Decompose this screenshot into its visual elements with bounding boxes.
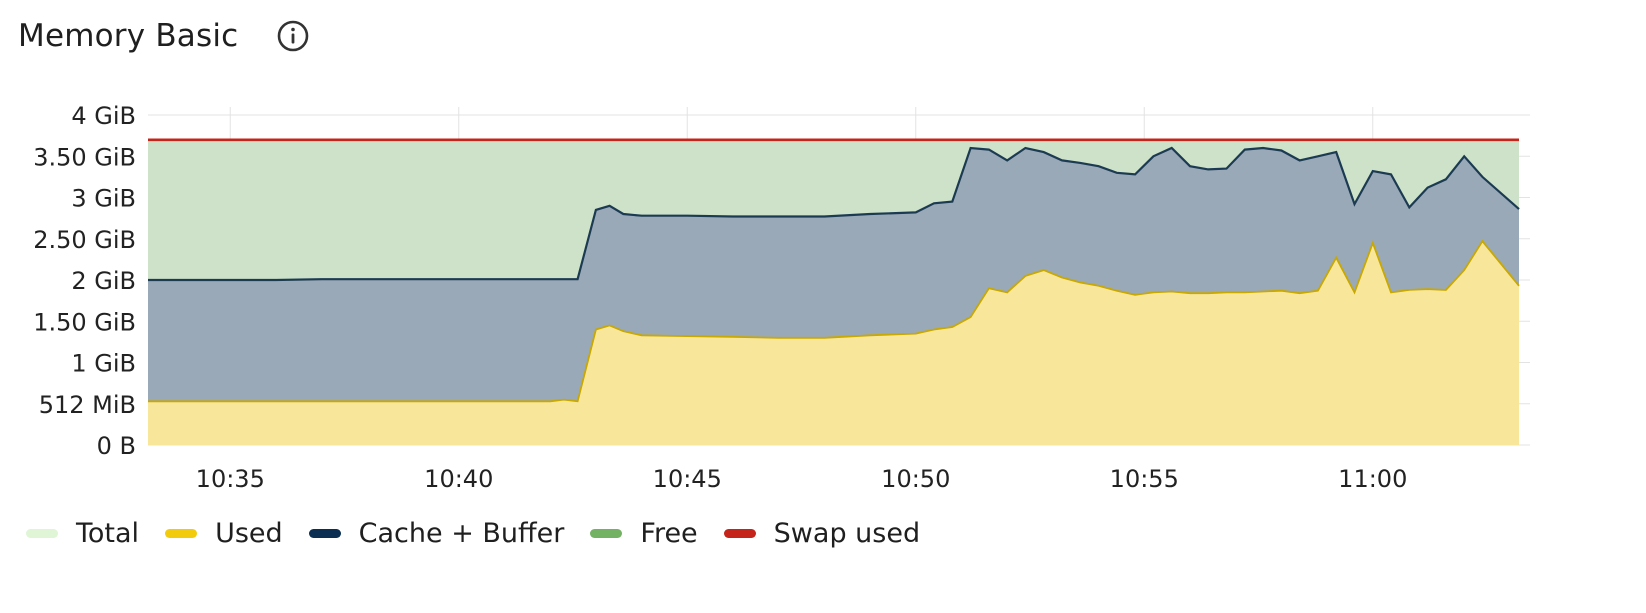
legend-swatch [590, 529, 623, 538]
legend-swatch [165, 529, 198, 538]
x-tick-label: 11:00 [1338, 465, 1407, 493]
legend-label: Free [640, 518, 698, 549]
y-tick-label: 2 GiB [71, 267, 136, 295]
panel-header: Memory Basic [18, 14, 310, 58]
y-tick-label: 4 GiB [71, 102, 136, 130]
legend-item[interactable]: Total [26, 518, 139, 549]
legend-label: Total [76, 518, 140, 549]
x-tick-label: 10:40 [424, 465, 493, 493]
x-tick-label: 10:55 [1110, 465, 1179, 493]
legend-label: Swap used [773, 518, 921, 549]
panel-title: Memory Basic [18, 18, 239, 54]
legend-item[interactable]: Cache + Buffer [308, 518, 565, 549]
y-tick-label: 0 B [97, 432, 136, 460]
y-tick-label: 3 GiB [71, 185, 136, 213]
x-axis-ticks: 10:35 10:40 10:45 10:50 10:55 11:00 [196, 465, 1408, 493]
chart-legend: Total Used Cache + Buffer Free Swap used [26, 518, 946, 549]
legend-label: Used [215, 518, 283, 549]
legend-label: Cache + Buffer [358, 518, 565, 549]
y-tick-label: 1 GiB [71, 350, 136, 378]
x-tick-label: 10:35 [196, 465, 265, 493]
y-tick-label: 512 MiB [39, 391, 136, 419]
legend-swatch [308, 529, 341, 538]
memory-area-chart[interactable]: 0 B 512 MiB 1 GiB 1.50 GiB 2 GiB 2.50 GiB 3 Gi… [0, 95, 1646, 515]
y-axis-ticks: 0 B 512 MiB 1 GiB 1.50 GiB 2 GiB 2.50 GiB 3 Gi… [33, 102, 136, 460]
y-tick-label: 2.50 GiB [33, 226, 136, 254]
y-tick-label: 3.50 GiB [33, 143, 136, 171]
legend-swatch [26, 529, 58, 538]
y-tick-label: 1.50 GiB [33, 308, 136, 336]
legend-swatch [723, 529, 756, 538]
chart-areas [148, 139, 1519, 446]
legend-item[interactable]: Free [590, 518, 698, 549]
info-circle-icon[interactable] [276, 19, 310, 53]
used-line [148, 239, 1520, 403]
x-tick-label: 10:45 [653, 465, 722, 493]
legend-item[interactable]: Used [165, 518, 283, 549]
cache-buffer-line [148, 146, 1520, 282]
x-tick-label: 10:50 [881, 465, 950, 493]
legend-item[interactable]: Swap used [723, 518, 921, 549]
chart-lines [148, 138, 1520, 403]
